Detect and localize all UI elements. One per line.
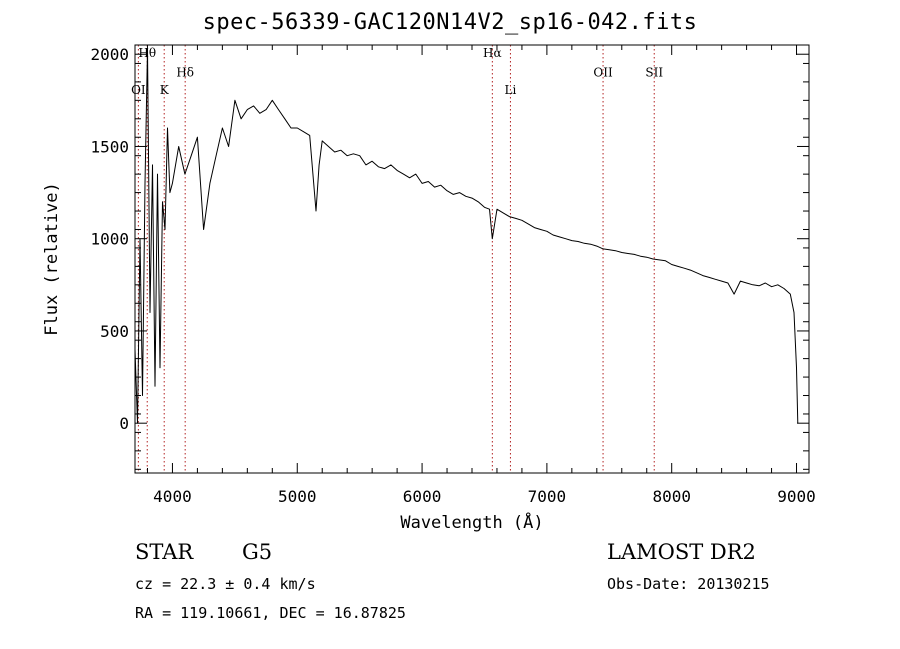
x-tick-label: 7000 <box>528 487 567 506</box>
y-axis-label: Flux (relative) <box>42 182 62 336</box>
spectral-line-label: Hα <box>483 46 502 60</box>
coordinates: RA = 119.10661, DEC = 16.87825 <box>135 604 406 622</box>
x-tick-label: 4000 <box>153 487 192 506</box>
spectral-line-labels: OI Hθ K Hδ Hα Li OII SII <box>131 46 663 97</box>
object-type: STAR <box>135 540 194 564</box>
axis-tick-labels: 4000 5000 6000 7000 8000 9000 0 500 1000 1500 2000 <box>90 45 815 506</box>
x-axis-label: Wavelength (Å) <box>400 511 543 533</box>
plot-frame <box>134 44 810 474</box>
x-tick-label: 9000 <box>777 487 816 506</box>
x-tick-label: 6000 <box>403 487 442 506</box>
y-tick-label: 1500 <box>90 137 129 156</box>
spectral-line-label: K <box>160 83 170 97</box>
y-tick-label: 500 <box>100 322 129 341</box>
spectral-line-label: Hθ <box>138 46 156 60</box>
redshift-velocity: cz = 22.3 ± 0.4 km/s <box>135 575 316 593</box>
spectral-line-label: Li <box>505 83 517 97</box>
spectral-line-label: OII <box>593 65 613 79</box>
observation-date: Obs-Date: 20130215 <box>607 575 770 593</box>
spectral-line-markers <box>137 45 655 473</box>
spectral-line-label: SII <box>645 65 663 79</box>
x-tick-label: 8000 <box>652 487 691 506</box>
spectral-line-label: Hδ <box>176 65 194 79</box>
spectrum-line <box>134 48 799 424</box>
survey-name: LAMOST DR2 <box>607 540 756 564</box>
spectral-line-label: OI <box>131 83 146 97</box>
object-subclass: G5 <box>242 540 273 564</box>
axis-ticks <box>135 45 809 473</box>
x-tick-label: 5000 <box>278 487 317 506</box>
chart-title: spec-56339-GAC120N14V2_sp16-042.fits <box>202 10 698 35</box>
y-tick-label: 1000 <box>90 230 129 249</box>
spectrum-series <box>134 48 799 424</box>
y-tick-label: 2000 <box>90 45 129 64</box>
y-tick-label: 0 <box>119 414 129 433</box>
